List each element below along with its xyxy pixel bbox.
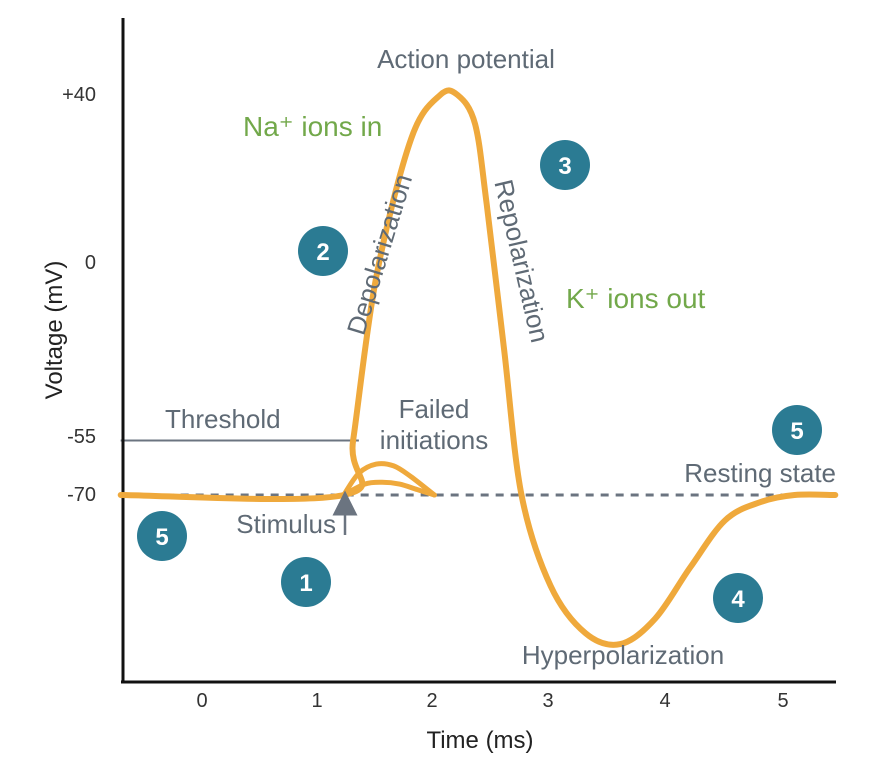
phase-badge-5-left-number: 5 xyxy=(155,524,168,551)
y-tick-label-40: +40 xyxy=(62,84,96,106)
phase-badge-1-number: 1 xyxy=(299,570,312,597)
na-ions-in-label: Na⁺ ions in xyxy=(243,111,382,142)
y-tick-label-0: 0 xyxy=(85,252,96,274)
chart-title: Action potential xyxy=(377,44,555,74)
failed-initiations-label-line2: initiations xyxy=(380,425,488,455)
x-tick-label-5: 5 xyxy=(777,690,788,712)
phase-badge-5-right: 5 xyxy=(772,405,822,455)
failed-initiation-curve-2 xyxy=(341,479,437,498)
phase-badge-3: 3 xyxy=(540,140,590,190)
x-tick-label-1: 1 xyxy=(311,690,322,712)
phase-badge-3-number: 3 xyxy=(558,153,571,180)
phase-badge-2: 2 xyxy=(298,226,348,276)
threshold-label: Threshold xyxy=(165,404,281,434)
phase-badge-4-number: 4 xyxy=(731,586,745,613)
phase-badge-2-number: 2 xyxy=(316,239,329,266)
y-axis-title: Voltage (mV) xyxy=(41,261,68,400)
resting-state-label: Resting state xyxy=(684,458,836,488)
failed-initiations-label-line1: Failed xyxy=(399,394,470,424)
x-tick-label-4: 4 xyxy=(659,690,670,712)
hyperpolarization-label: Hyperpolarization xyxy=(522,640,724,670)
phase-badge-4: 4 xyxy=(713,573,763,623)
action-potential-curve xyxy=(117,87,839,648)
x-tick-label-0: 0 xyxy=(196,690,207,712)
failed-initiation-curve-1 xyxy=(341,461,437,498)
x-tick-label-2: 2 xyxy=(426,690,437,712)
x-axis-title: Time (ms) xyxy=(426,727,533,754)
x-tick-label-3: 3 xyxy=(542,690,553,712)
stimulus-label: Stimulus xyxy=(236,509,336,539)
y-tick-label-minus-55: -55 xyxy=(67,426,96,448)
phase-badge-5-left: 5 xyxy=(137,511,187,561)
y-tick-label-minus-70: -70 xyxy=(67,484,96,506)
phase-badge-5-right-number: 5 xyxy=(790,418,803,445)
k-ions-out-label: K⁺ ions out xyxy=(566,283,706,314)
depolarization-label: Depolarization xyxy=(341,171,418,339)
phase-badge-1: 1 xyxy=(281,557,331,607)
